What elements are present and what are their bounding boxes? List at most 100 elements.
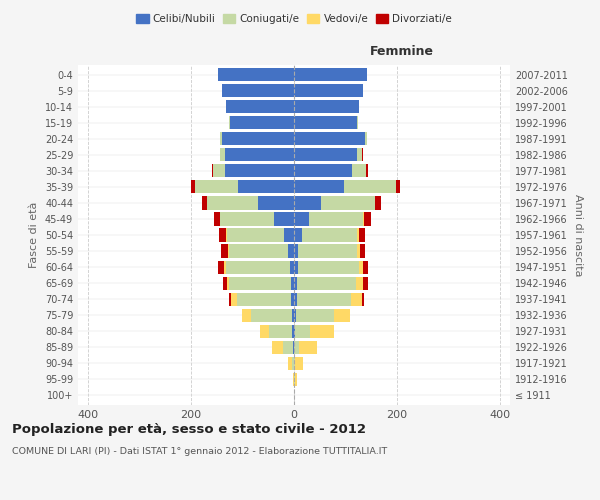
Bar bbox=[269, 324, 292, 338]
Bar bbox=[224, 260, 226, 274]
Bar bbox=[294, 276, 296, 289]
Bar bbox=[294, 116, 357, 130]
Bar bbox=[212, 164, 213, 177]
Bar bbox=[290, 260, 294, 274]
Y-axis label: Fasce di età: Fasce di età bbox=[29, 202, 39, 268]
Bar bbox=[220, 212, 274, 226]
Bar bbox=[227, 228, 284, 241]
Bar bbox=[229, 244, 288, 258]
Bar bbox=[294, 196, 321, 209]
Bar bbox=[292, 324, 294, 338]
Bar bbox=[218, 260, 224, 274]
Bar bbox=[238, 180, 294, 194]
Bar bbox=[218, 68, 294, 81]
Bar bbox=[365, 132, 367, 145]
Bar bbox=[226, 228, 227, 241]
Bar bbox=[214, 212, 220, 226]
Bar bbox=[222, 132, 294, 145]
Bar bbox=[350, 292, 362, 306]
Bar bbox=[357, 244, 360, 258]
Bar bbox=[260, 324, 269, 338]
Bar bbox=[202, 196, 206, 209]
Bar bbox=[226, 100, 294, 114]
Bar bbox=[296, 276, 356, 289]
Bar bbox=[364, 212, 371, 226]
Bar bbox=[206, 196, 258, 209]
Bar bbox=[362, 148, 363, 162]
Bar bbox=[294, 373, 295, 386]
Bar bbox=[292, 292, 294, 306]
Bar bbox=[288, 244, 294, 258]
Bar bbox=[293, 373, 294, 386]
Y-axis label: Anni di nascita: Anni di nascita bbox=[573, 194, 583, 276]
Bar bbox=[283, 340, 293, 354]
Bar bbox=[357, 228, 359, 241]
Bar bbox=[229, 276, 291, 289]
Bar bbox=[302, 228, 357, 241]
Bar bbox=[251, 308, 292, 322]
Text: Popolazione per età, sesso e stato civile - 2012: Popolazione per età, sesso e stato civil… bbox=[12, 422, 366, 436]
Bar bbox=[224, 164, 294, 177]
Bar bbox=[229, 116, 230, 130]
Bar bbox=[375, 196, 382, 209]
Bar bbox=[292, 308, 294, 322]
Bar bbox=[310, 212, 364, 226]
Bar bbox=[220, 132, 222, 145]
Bar bbox=[298, 244, 357, 258]
Bar bbox=[213, 164, 224, 177]
Bar bbox=[357, 116, 358, 130]
Bar bbox=[230, 116, 294, 130]
Bar bbox=[272, 340, 283, 354]
Bar bbox=[321, 196, 375, 209]
Bar bbox=[364, 276, 368, 289]
Bar bbox=[229, 292, 231, 306]
Bar bbox=[366, 164, 368, 177]
Bar bbox=[295, 324, 310, 338]
Bar bbox=[294, 356, 295, 370]
Bar bbox=[294, 340, 299, 354]
Bar bbox=[227, 276, 229, 289]
Bar bbox=[274, 212, 294, 226]
Bar bbox=[296, 308, 334, 322]
Bar bbox=[334, 308, 350, 322]
Bar bbox=[295, 373, 297, 386]
Bar bbox=[310, 324, 334, 338]
Bar bbox=[294, 100, 359, 114]
Bar bbox=[221, 244, 227, 258]
Bar bbox=[292, 356, 294, 370]
Bar bbox=[294, 308, 296, 322]
Bar bbox=[293, 340, 294, 354]
Bar bbox=[191, 180, 195, 194]
Text: COMUNE DI LARI (PI) - Dati ISTAT 1° gennaio 2012 - Elaborazione TUTTITALIA.IT: COMUNE DI LARI (PI) - Dati ISTAT 1° genn… bbox=[12, 448, 387, 456]
Bar bbox=[294, 164, 352, 177]
Bar bbox=[231, 292, 238, 306]
Bar bbox=[294, 244, 298, 258]
Bar bbox=[294, 84, 364, 97]
Bar bbox=[288, 356, 292, 370]
Bar bbox=[291, 276, 294, 289]
Bar bbox=[294, 260, 298, 274]
Bar bbox=[299, 340, 317, 354]
Bar bbox=[294, 228, 302, 241]
Bar bbox=[226, 260, 290, 274]
Bar bbox=[294, 68, 367, 81]
Bar bbox=[344, 180, 396, 194]
Bar bbox=[294, 212, 310, 226]
Bar bbox=[352, 164, 366, 177]
Bar bbox=[238, 292, 292, 306]
Legend: Celibi/Nubili, Coniugati/e, Vedovi/e, Divorziati/e: Celibi/Nubili, Coniugati/e, Vedovi/e, Di… bbox=[132, 10, 456, 29]
Bar bbox=[359, 260, 363, 274]
Bar bbox=[219, 228, 226, 241]
Bar bbox=[356, 276, 364, 289]
Bar bbox=[294, 148, 357, 162]
Bar bbox=[295, 356, 303, 370]
Bar bbox=[258, 196, 294, 209]
Bar bbox=[223, 276, 227, 289]
Bar bbox=[294, 132, 365, 145]
Bar bbox=[362, 292, 364, 306]
Bar bbox=[357, 148, 362, 162]
Bar bbox=[360, 244, 365, 258]
Bar bbox=[359, 228, 365, 241]
Bar bbox=[298, 260, 359, 274]
Bar bbox=[294, 292, 296, 306]
